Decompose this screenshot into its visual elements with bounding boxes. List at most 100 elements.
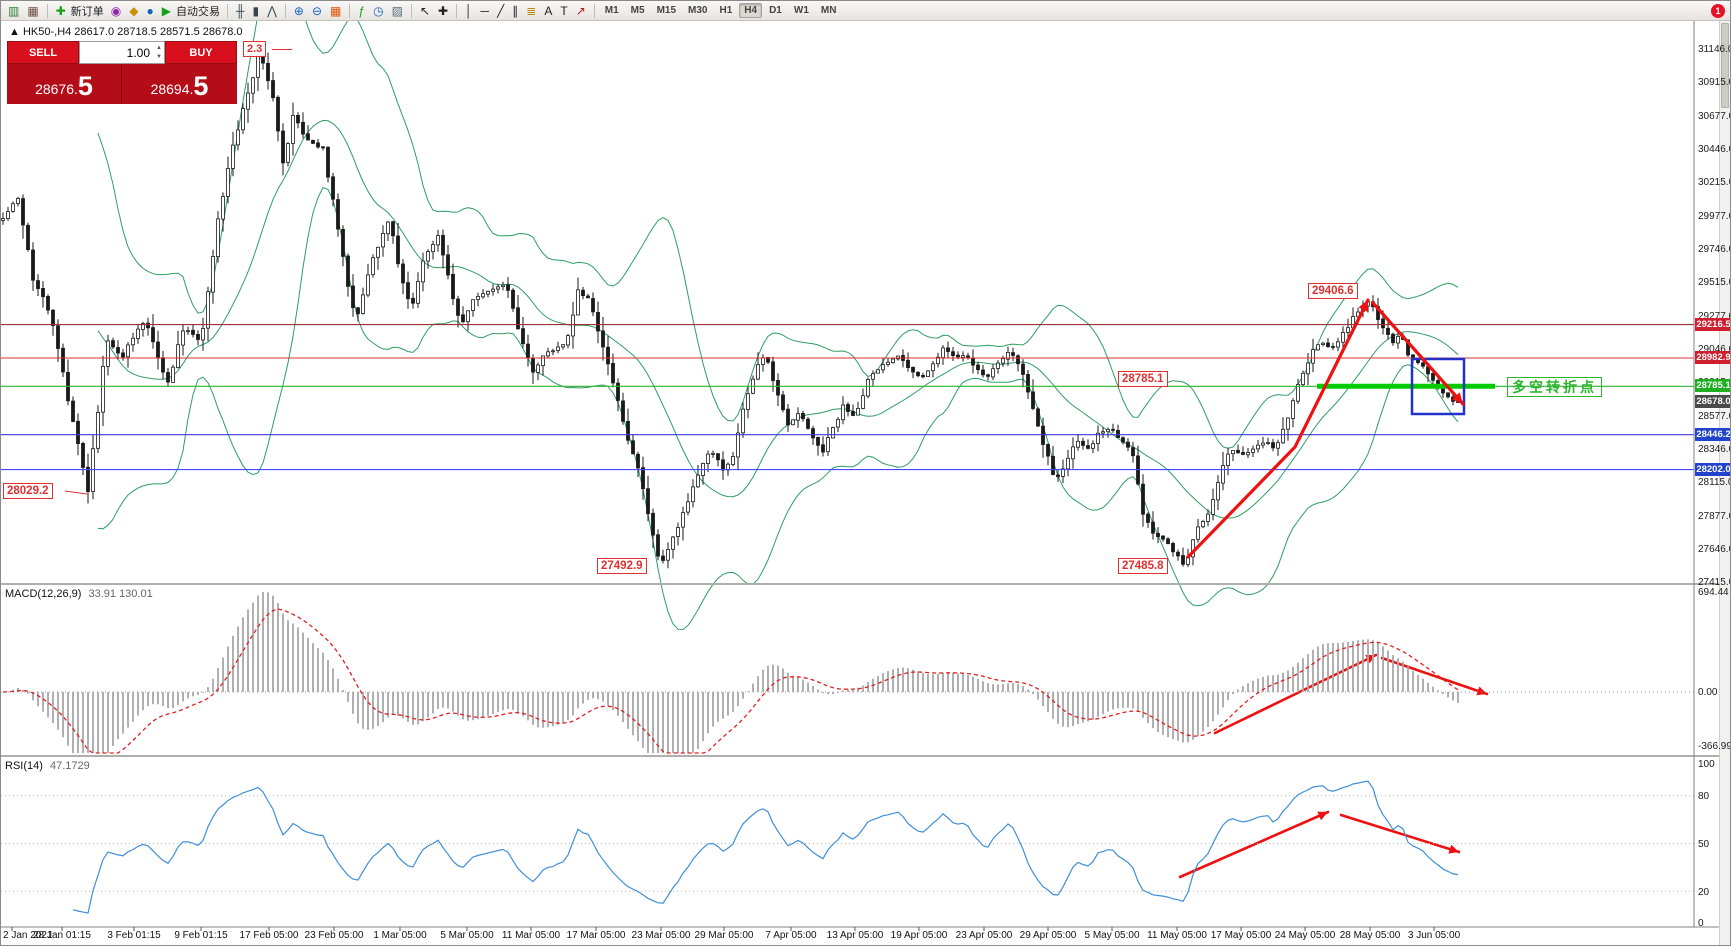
sell-price-head: 28676. (35, 81, 78, 97)
timeframe-button-mn[interactable]: MN (820, 5, 837, 16)
notification-badge[interactable]: 1 (1711, 4, 1725, 18)
alert-icon[interactable]: ◆ (129, 3, 139, 18)
trendline-icon[interactable]: ╱ (497, 3, 505, 18)
candle-body (1276, 442, 1280, 449)
rsi-line (72, 780, 1459, 914)
candle-body (696, 474, 700, 488)
turning-point-note[interactable]: 多空转折点 (1507, 377, 1602, 397)
candle-body (86, 466, 90, 492)
candle-body (236, 129, 240, 146)
candle-body (366, 274, 370, 296)
zoom-in-icon[interactable]: ⊕ (293, 3, 304, 18)
new-order-button[interactable]: ✚ (55, 3, 66, 18)
buy-price-head: 28694. (150, 81, 194, 97)
candle-body (281, 130, 285, 164)
macd-arrow-down[interactable] (1380, 656, 1489, 696)
volume-input[interactable]: 1.00 ▲ ▼ (79, 41, 165, 64)
vertical-line-icon[interactable]: │ (465, 3, 473, 18)
candle-body (76, 420, 80, 444)
candle-body (346, 255, 350, 287)
candle-body (726, 463, 730, 471)
vertical-scrollbar[interactable] (1719, 21, 1730, 945)
candle-body (511, 289, 515, 309)
sell-price-display[interactable]: 28676. 5 (7, 64, 122, 104)
fibonacci-icon[interactable]: ≣ (526, 3, 537, 18)
price-callout-27485.8[interactable]: 27485.8 (1118, 558, 1168, 574)
candle-body (486, 290, 490, 295)
trend-arrow-down[interactable] (1371, 301, 1465, 406)
timeframe-button-m1[interactable]: M1 (604, 5, 619, 16)
autotrading-button[interactable]: ▶ (161, 3, 171, 18)
volume-up-icon[interactable]: ▲ (156, 45, 162, 51)
candle-body (436, 235, 440, 246)
line-chart-icon[interactable]: ⋀ (267, 3, 277, 18)
candle-body (1041, 425, 1045, 445)
timeframe-button-w1[interactable]: W1 (793, 5, 809, 16)
period-icon[interactable]: ◷ (373, 3, 384, 18)
text-icon[interactable]: A (544, 3, 553, 18)
channel-icon[interactable]: ∥ (512, 3, 519, 18)
candle-body (386, 221, 390, 235)
label-icon[interactable]: T (560, 3, 568, 18)
timeframe-button-h4[interactable]: H4 (739, 3, 763, 18)
buy-price-display[interactable]: 28694. 5 (122, 64, 237, 104)
volume-spinner[interactable]: ▲ ▼ (156, 44, 162, 62)
candle-body (931, 363, 935, 372)
consolidation-box[interactable] (1410, 357, 1466, 416)
candle-body (711, 452, 715, 455)
rsi-arrow-down[interactable] (1339, 813, 1461, 854)
price-callout-27492.9[interactable]: 27492.9 (597, 558, 647, 574)
volume-down-icon[interactable]: ▼ (156, 54, 162, 60)
sell-button[interactable]: SELL (7, 41, 79, 64)
candle-body (1301, 372, 1305, 385)
timeframe-button-h1[interactable]: H1 (719, 5, 733, 16)
cursor-icon[interactable]: ↖ (419, 3, 430, 18)
new-order-button-label[interactable]: 新订单 (70, 5, 104, 18)
rsi-arrow-up[interactable] (1178, 810, 1330, 879)
price-callout-28029.2[interactable]: 28029.2 (3, 483, 53, 499)
price-callout-29406.6[interactable]: 29406.6 (1308, 283, 1358, 299)
horizontal-line-icon[interactable]: ─ (480, 3, 490, 18)
candle-body (631, 440, 635, 455)
candle-body (1311, 349, 1315, 364)
candle-body (991, 368, 995, 378)
buy-button[interactable]: BUY (165, 41, 237, 64)
timeframe-button-m5[interactable]: M5 (630, 5, 645, 16)
user-icon[interactable]: ● (146, 3, 154, 18)
new-chart-icon[interactable]: ▥ (8, 3, 20, 18)
macd-arrow-down-head (1476, 686, 1487, 696)
autotrading-button-label[interactable]: 自动交易 (175, 5, 220, 18)
price-axis-tag-28202.0: 28202.0 (1695, 463, 1731, 476)
candle-body (426, 251, 430, 262)
template-icon[interactable]: ▨ (391, 3, 403, 18)
crosshair-icon[interactable]: ✚ (437, 3, 449, 18)
candlestick-chart-icon[interactable]: ▮ (252, 3, 260, 18)
mql5-community-icon[interactable]: ◉ (110, 3, 122, 18)
macd-arrow-up[interactable] (1213, 653, 1378, 735)
rsi-label: RSI(14) (5, 760, 43, 772)
candle-body (936, 356, 940, 365)
profiles-icon[interactable]: ▦ (27, 3, 39, 18)
candle-body (656, 534, 660, 557)
timeframe-button-m30[interactable]: M30 (688, 5, 708, 16)
bar-chart-icon[interactable]: ╫ (235, 3, 245, 18)
price-axis-label: 28346.0 (1698, 444, 1731, 455)
toolbar-separator (226, 3, 228, 18)
candle-body (1236, 449, 1240, 454)
scrollbar-thumb[interactable] (1721, 23, 1729, 108)
arrows-icon[interactable]: ↗ (575, 3, 586, 18)
tile-windows-icon[interactable]: ▦ (330, 3, 342, 18)
candle-body (111, 340, 115, 348)
trend-arrow-up[interactable] (1186, 298, 1370, 559)
candle-body (906, 359, 910, 368)
symbol-marker-icon: ▲ (9, 26, 20, 38)
timeframe-button-d1[interactable]: D1 (769, 5, 782, 16)
rsi-value: 47.1729 (49, 760, 90, 772)
timeframe-button-m15[interactable]: M15 (656, 5, 677, 16)
candle-body (1076, 440, 1080, 448)
price-callout-28785.1[interactable]: 28785.1 (1118, 371, 1168, 387)
indicators-icon[interactable]: ƒ (358, 3, 366, 18)
zoom-out-icon[interactable]: ⊖ (311, 3, 323, 18)
candle-body (181, 330, 185, 346)
